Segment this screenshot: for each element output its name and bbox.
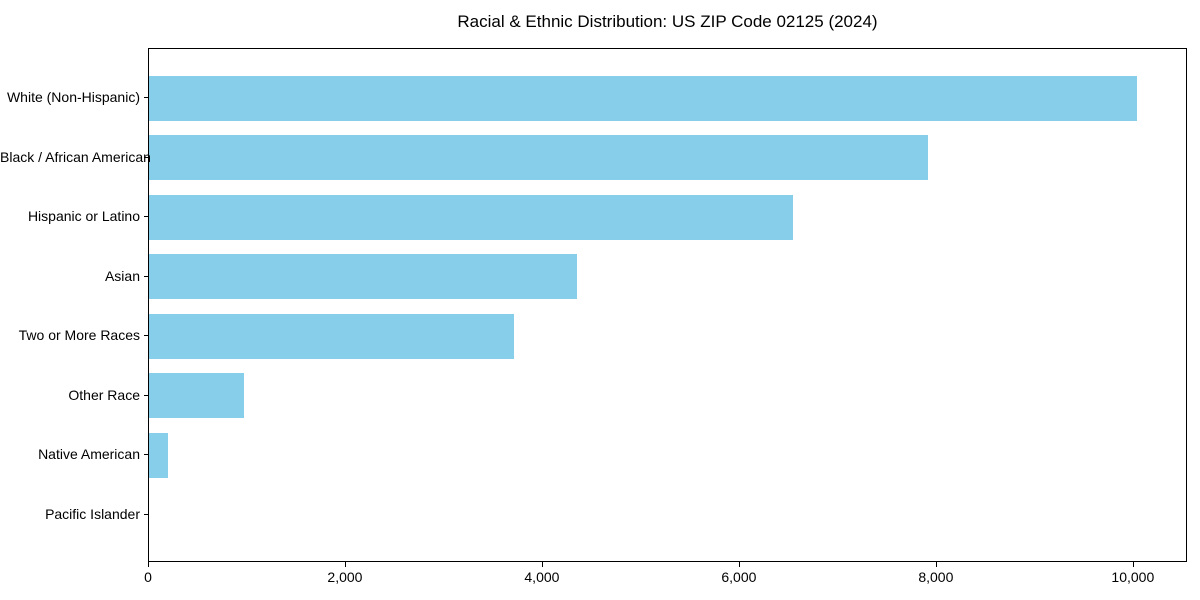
y-axis-category-label: Asian bbox=[104, 267, 140, 284]
bar bbox=[149, 135, 928, 181]
y-axis-category-label: Pacific Islander bbox=[45, 505, 140, 522]
y-axis-category-label: Native American bbox=[38, 446, 140, 463]
y-axis-category-label: White (Non-Hispanic) bbox=[6, 89, 140, 105]
bar bbox=[149, 432, 168, 478]
plot-area bbox=[148, 48, 1187, 562]
y-axis-category-label: Other Race bbox=[68, 386, 140, 403]
bar bbox=[149, 313, 515, 359]
y-axis-tick bbox=[144, 454, 148, 456]
x-axis-tick bbox=[541, 562, 543, 567]
y-axis-tick bbox=[144, 97, 148, 98]
y-axis-tick bbox=[144, 275, 148, 277]
bar bbox=[149, 75, 1137, 121]
chart-title: Racial & Ethnic Distribution: US ZIP Cod… bbox=[457, 12, 878, 31]
x-axis-tick-label: 2,000 bbox=[327, 569, 363, 585]
y-axis-category-label: Two or More Races bbox=[18, 327, 140, 344]
bar bbox=[149, 254, 578, 300]
bar bbox=[149, 194, 794, 240]
x-axis-tick bbox=[1132, 562, 1134, 567]
y-axis-tick bbox=[144, 335, 148, 337]
x-axis-tick-label: 8,000 bbox=[918, 569, 954, 585]
x-axis-tick-label: 10,000 bbox=[1111, 569, 1155, 585]
x-axis-tick-label: 0 bbox=[144, 569, 152, 585]
x-axis-tick bbox=[344, 562, 346, 567]
x-axis-tick bbox=[935, 562, 937, 567]
y-axis-category-label: Hispanic or Latino bbox=[27, 208, 140, 225]
x-axis-tick-label: 4,000 bbox=[524, 569, 560, 585]
y-axis-tick bbox=[144, 216, 148, 218]
y-axis-tick bbox=[144, 156, 148, 158]
x-axis-tick bbox=[148, 562, 149, 567]
bar bbox=[149, 373, 244, 419]
y-axis-tick bbox=[144, 513, 148, 515]
y-axis-category-label: Black / African American bbox=[0, 148, 151, 165]
x-axis-tick bbox=[738, 562, 740, 567]
x-axis-tick-label: 6,000 bbox=[721, 569, 757, 585]
y-axis-tick bbox=[144, 394, 148, 396]
